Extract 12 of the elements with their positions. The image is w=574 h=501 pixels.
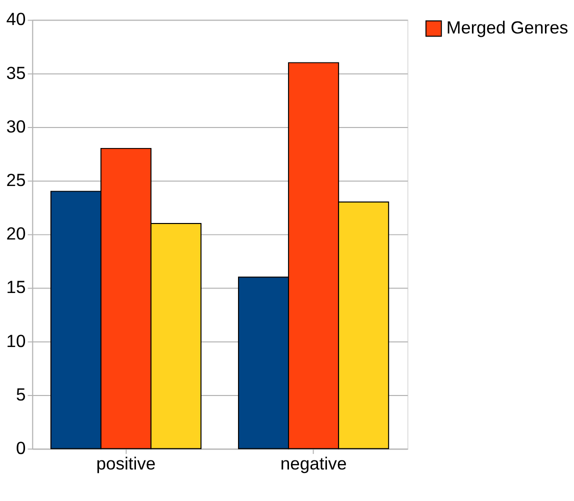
- y-tick-label: 30: [6, 116, 26, 136]
- y-tick-label: 5: [16, 384, 26, 404]
- x-tick-label: positive: [96, 454, 156, 474]
- x-tick-label: negative: [280, 454, 347, 474]
- legend-label: Merged Genres: [446, 17, 568, 38]
- y-tick-label: 40: [6, 9, 26, 30]
- y-tick-label: 0: [16, 438, 26, 458]
- y-tick-label: 25: [6, 170, 26, 190]
- y-tick-label: 35: [6, 62, 26, 83]
- y-tick-label: 15: [6, 277, 26, 298]
- y-tick-label: 10: [6, 330, 26, 351]
- y-tick-label: 20: [6, 224, 26, 244]
